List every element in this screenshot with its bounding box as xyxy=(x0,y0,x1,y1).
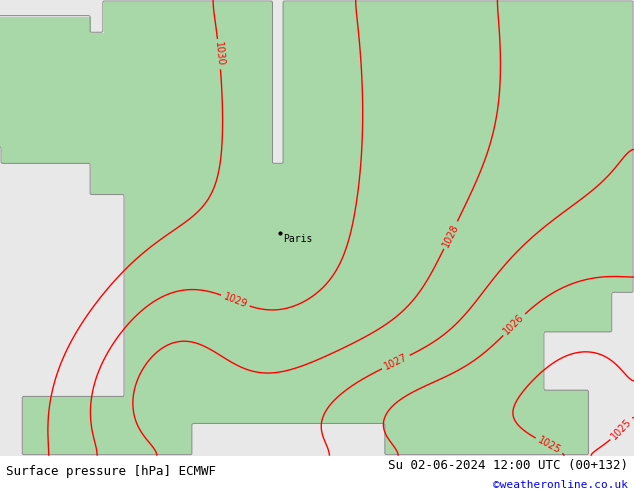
Text: 1025: 1025 xyxy=(609,416,633,441)
Text: 1029: 1029 xyxy=(222,292,249,310)
Text: Paris: Paris xyxy=(283,235,313,245)
Text: 1027: 1027 xyxy=(382,352,409,372)
Text: 1025: 1025 xyxy=(536,435,562,456)
Text: 1028: 1028 xyxy=(441,222,460,248)
Text: 1026: 1026 xyxy=(501,313,526,337)
Text: 1030: 1030 xyxy=(213,42,225,67)
Text: Su 02-06-2024 12:00 UTC (00+132): Su 02-06-2024 12:00 UTC (00+132) xyxy=(387,460,628,472)
Text: ©weatheronline.co.uk: ©weatheronline.co.uk xyxy=(493,480,628,490)
Text: Surface pressure [hPa] ECMWF: Surface pressure [hPa] ECMWF xyxy=(6,465,216,478)
